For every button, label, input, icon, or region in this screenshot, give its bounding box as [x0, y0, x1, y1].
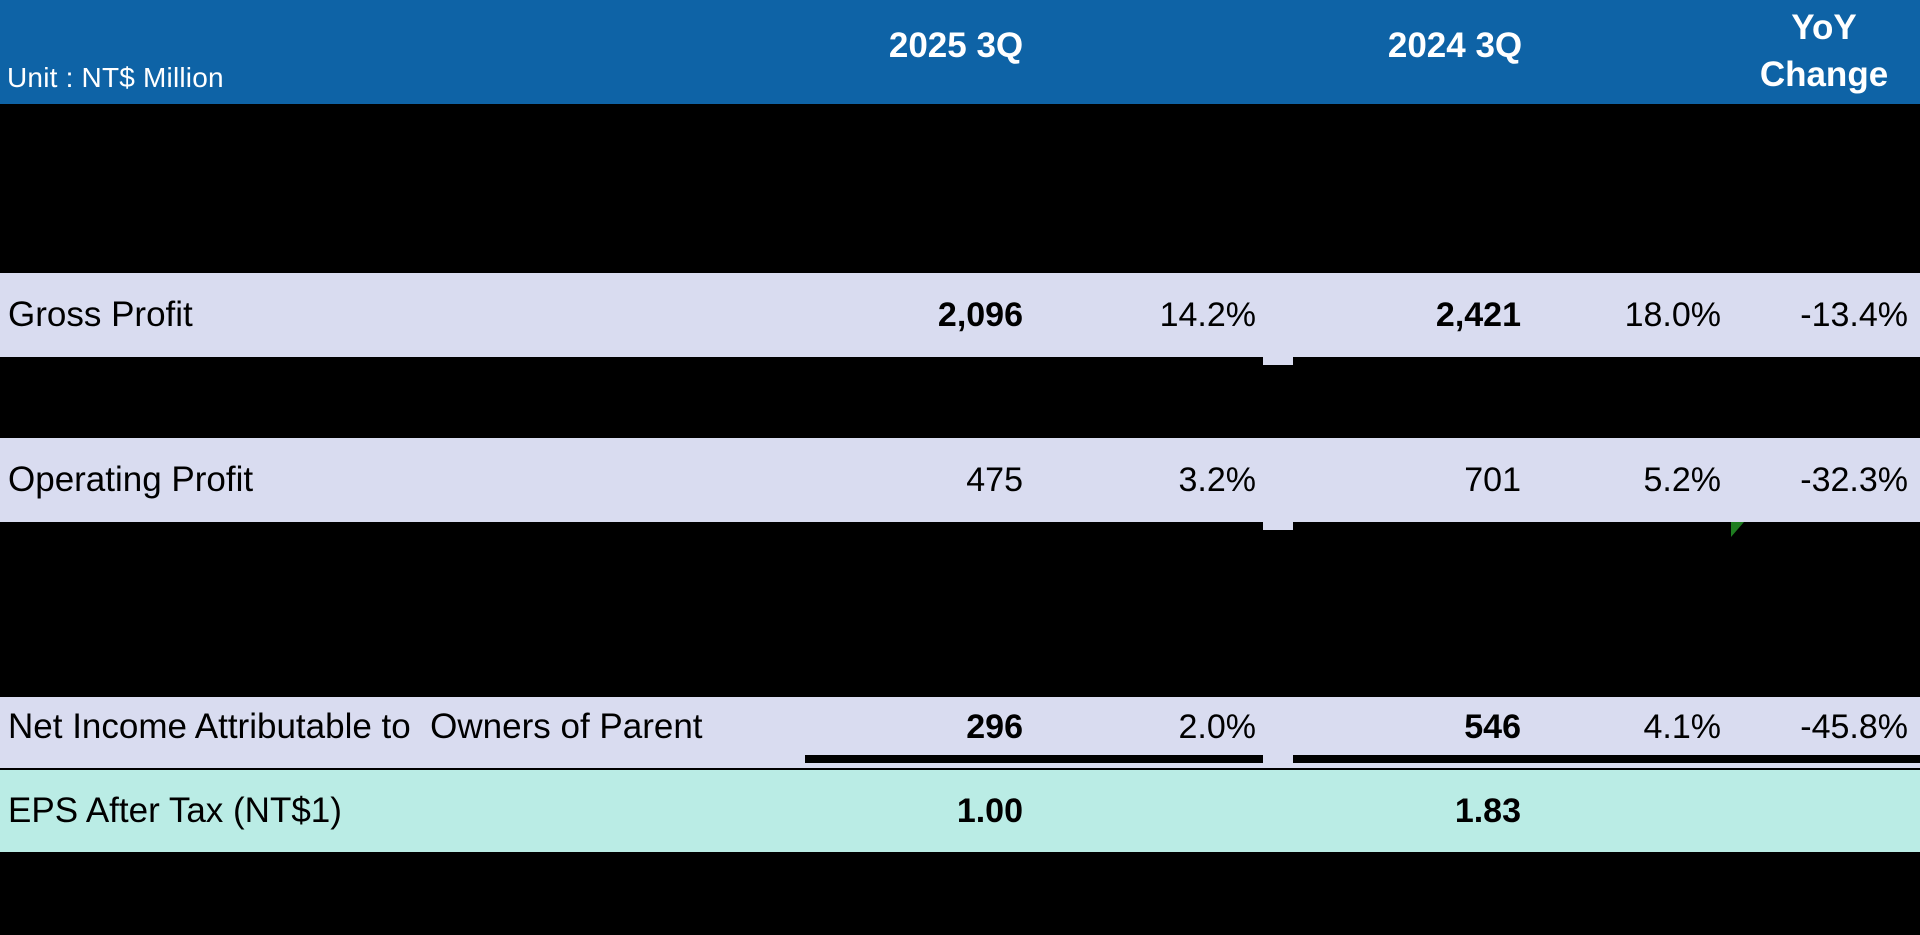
eps-value-2024: 1.83: [1454, 791, 1521, 830]
table-row-gross-profit: Gross Profit 2,096 14.2% 2,421 18.0% -13…: [0, 273, 1920, 365]
pct-2025: 14.2%: [1159, 295, 1256, 334]
eps-value-2025: 1.00: [956, 791, 1023, 830]
value-2025: 296: [966, 707, 1023, 746]
underline-gap-notch: [1263, 522, 1293, 530]
value-2025: 475: [966, 460, 1023, 499]
table-row-eps: EPS After Tax (NT$1) 1.00 1.83: [0, 770, 1920, 852]
double-underline-right: [1293, 755, 1920, 763]
yoy-change-value: -13.4%: [1800, 295, 1908, 334]
row-label: Gross Profit: [8, 295, 193, 334]
yoy-header-line1: YoY: [1791, 8, 1857, 47]
table-row-net-income: Net Income Attributable to Owners of Par…: [0, 697, 1920, 768]
row-label: EPS After Tax (NT$1): [8, 791, 342, 830]
value-2024: 546: [1464, 707, 1521, 746]
table-row-operating-profit: Operating Profit 475 3.2% 701 5.2% -32.3…: [0, 438, 1920, 530]
yoy-change-value: -45.8%: [1800, 707, 1908, 746]
pct-2024: 4.1%: [1643, 707, 1722, 746]
pct-2024: 5.2%: [1643, 460, 1722, 499]
value-2024: 701: [1464, 460, 1521, 499]
column-header-yoy-change: YoY Change: [1742, 4, 1906, 98]
table-header-bar: Unit : NT$ Million 2025 3Q 2024 3Q YoY C…: [0, 0, 1920, 104]
unit-label: Unit : NT$ Million: [7, 62, 224, 93]
row-label: Operating Profit: [8, 460, 254, 499]
yoy-header-line2: Change: [1759, 55, 1889, 94]
row-label: Net Income Attributable to Owners of Par…: [8, 707, 703, 746]
green-corner-marker-icon: [1731, 522, 1744, 537]
value-2025: 2,096: [937, 295, 1023, 334]
pct-2025: 2.0%: [1178, 707, 1257, 746]
column-header-2024-3q: 2024 3Q: [1387, 26, 1523, 65]
value-2024: 2,421: [1435, 295, 1521, 334]
underline-gap-notch: [1263, 357, 1293, 365]
yoy-change-value: -32.3%: [1800, 460, 1908, 499]
double-underline-left: [805, 755, 1263, 763]
column-header-2025-3q: 2025 3Q: [888, 26, 1024, 65]
pct-2025: 3.2%: [1178, 460, 1257, 499]
pct-2024: 18.0%: [1624, 295, 1721, 334]
